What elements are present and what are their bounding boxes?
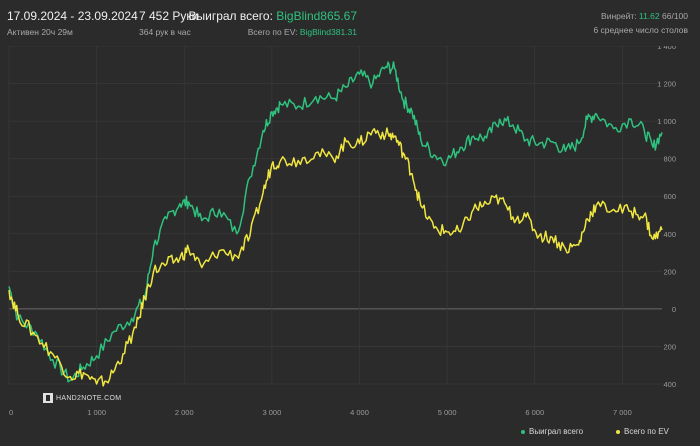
x-tick-label: 0 bbox=[9, 408, 13, 417]
date-block: 17.09.2024 - 23.09.2024 Активен 20ч 29м bbox=[7, 9, 138, 37]
y-tick-label: 1 200 bbox=[657, 80, 676, 89]
winrate-block: Винрейт: 11.62 66/100 6 среднее число ст… bbox=[593, 11, 688, 35]
hands-per-hour: 364 рук в час bbox=[139, 27, 191, 37]
x-tick-label: 2 000 bbox=[175, 408, 194, 417]
hands-count: 7 452 Руки bbox=[139, 9, 199, 23]
x-tick-label: 7 000 bbox=[613, 408, 632, 417]
x-axis-ticks: 0 1 000 2 000 3 000 4 000 5 000 6 000 7 000 bbox=[9, 408, 632, 417]
date-range: 17.09.2024 - 23.09.2024 bbox=[7, 9, 138, 23]
hands-block: 7 452 Руки 364 рук в час bbox=[139, 9, 198, 37]
hand2note-watermark: HAND2NOTE.COM bbox=[43, 393, 121, 403]
chart-header: 17.09.2024 - 23.09.2024 Активен 20ч 29м … bbox=[0, 0, 700, 46]
profit-graph: 1 400 1 200 1 000 800 600 400 200 0 200 400 0 1 00… bbox=[8, 46, 676, 417]
y-tick-label: 400 bbox=[663, 230, 676, 239]
legend-won-label: Выиграл всего bbox=[529, 427, 584, 436]
y-tick-label: 0 bbox=[672, 305, 676, 314]
won-total-value: BigBlind865.67 bbox=[276, 9, 357, 23]
series-lines bbox=[8, 61, 663, 387]
ev-total-value: BigBlind381.31 bbox=[299, 27, 357, 37]
ev-total-label: Всего по EV: bbox=[247, 27, 298, 37]
winrate-label: Винрейт: bbox=[601, 11, 637, 21]
y-tick-label: 1 400 bbox=[657, 46, 676, 51]
totals-block: Выиграл всего: BigBlind865.67 Всего по E… bbox=[188, 9, 357, 37]
winrate-rest: 66/100 bbox=[662, 11, 688, 21]
watermark-text: HAND2NOTE.COM bbox=[56, 394, 122, 402]
grid-lines bbox=[8, 46, 662, 385]
legend-ev[interactable]: Всего по EV bbox=[616, 427, 669, 436]
x-tick-label: 3 000 bbox=[262, 408, 281, 417]
legend-won[interactable]: Выиграл всего bbox=[521, 427, 583, 436]
y-tick-label: 1 000 bbox=[657, 117, 676, 126]
avg-tables: 6 среднее число столов bbox=[593, 25, 688, 35]
y-axis-ticks: 1 400 1 200 1 000 800 600 400 200 0 200 400 bbox=[657, 46, 676, 389]
winrate: Винрейт: 11.62 66/100 bbox=[593, 11, 688, 21]
winrate-value: 11.62 bbox=[638, 11, 660, 21]
won-total-line bbox=[8, 61, 663, 383]
legend-ev-label: Всего по EV bbox=[624, 427, 669, 436]
x-tick-label: 5 000 bbox=[438, 408, 457, 417]
y-tick-label: 200 bbox=[663, 267, 676, 276]
y-tick-label: 400 bbox=[663, 380, 676, 389]
hand2note-logo-icon bbox=[43, 393, 53, 403]
x-tick-label: 4 000 bbox=[350, 408, 369, 417]
ev-total-line bbox=[8, 127, 663, 387]
active-time: Активен 20ч 29м bbox=[7, 27, 73, 37]
y-tick-label: 800 bbox=[663, 155, 676, 164]
ev-dot-icon bbox=[616, 429, 620, 434]
x-tick-label: 1 000 bbox=[87, 408, 106, 417]
y-tick-label: 600 bbox=[663, 192, 676, 201]
won-total-label: Выиграл всего: bbox=[188, 9, 273, 23]
won-dot-icon bbox=[521, 429, 525, 434]
won-total: Выиграл всего: BigBlind865.67 bbox=[188, 9, 357, 23]
x-tick-label: 6 000 bbox=[525, 408, 544, 417]
y-tick-label: 200 bbox=[663, 342, 676, 351]
ev-total: Всего по EV: BigBlind381.31 bbox=[188, 27, 357, 37]
